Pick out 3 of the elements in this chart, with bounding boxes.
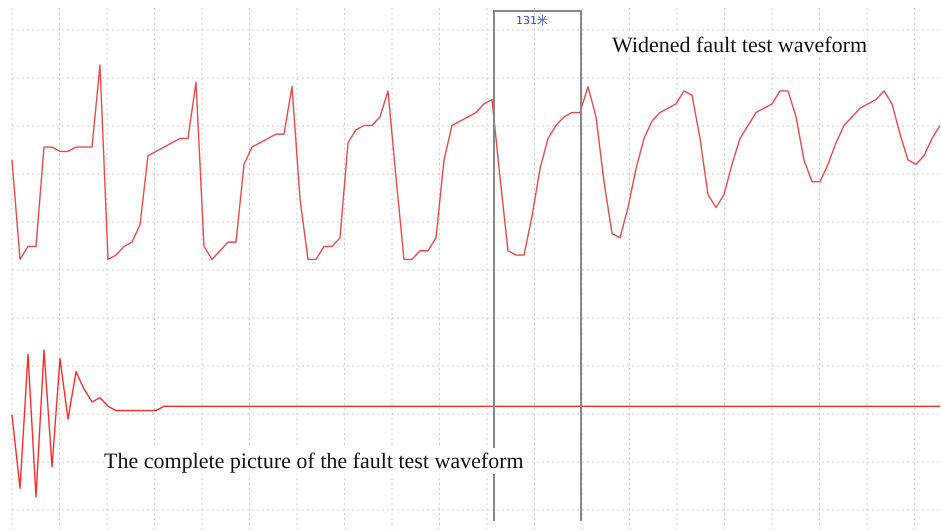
text: Widened fault test waveform	[612, 32, 868, 58]
annotation: The complete picture of the fault test waveform	[104, 448, 524, 474]
text: 131米	[516, 13, 548, 28]
